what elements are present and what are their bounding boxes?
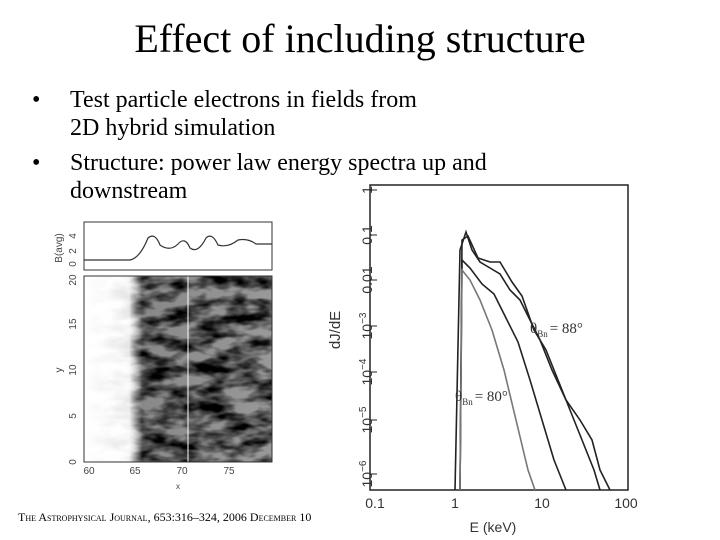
annotation-subscript: Bn: [537, 329, 548, 339]
tick-label: 5: [68, 413, 79, 419]
tick-label: 0: [68, 459, 79, 465]
tick-label: 75: [223, 466, 235, 477]
tick-label: 10: [534, 495, 550, 511]
tick-label: 100: [614, 495, 638, 511]
bullet-text: Test particle electrons in fields from 2D…: [70, 87, 417, 141]
tick-exponent: −5: [358, 406, 369, 418]
annotation-symbol: θ: [455, 389, 462, 405]
annotation-subscript: Bn: [462, 397, 473, 407]
tick-label: 0.01: [359, 266, 375, 293]
tick-label: 10−4: [358, 358, 375, 385]
tick-label: 0.1: [365, 495, 385, 511]
tick-label: 70: [176, 466, 188, 477]
spectrum-curve: [459, 258, 567, 491]
spectrum-curve: [454, 229, 611, 491]
tick-exponent: −6: [358, 460, 369, 472]
annotation: θBn = 88°: [530, 321, 583, 339]
axis-label: E (keV): [470, 519, 517, 535]
tick-exponent: −4: [358, 358, 369, 370]
tick-label: 65: [129, 466, 141, 477]
axis-label: x: [176, 482, 180, 491]
tick-base: 10: [359, 370, 375, 386]
bullet-text: Structure: power law energy spectra up a…: [70, 150, 487, 204]
tick-exponent: −3: [358, 312, 369, 324]
tick-label: 1: [451, 495, 459, 511]
bullet-mark: •: [32, 150, 40, 176]
spectrum-curve: [459, 234, 601, 491]
profile-curve: [84, 235, 272, 261]
tick-label: 20: [68, 274, 79, 286]
title: Effect of including structure: [134, 16, 585, 61]
tick-label: 2: [68, 248, 79, 254]
axis-label: y: [54, 368, 65, 373]
upstream-region: [84, 276, 272, 462]
bullet-mark: •: [32, 87, 40, 113]
tick-base: 10: [359, 418, 375, 434]
spectrum-curves: [454, 229, 611, 491]
tick-base: 10: [359, 472, 375, 488]
tick-label: 15: [68, 318, 79, 330]
tick-label: 1: [359, 186, 375, 194]
axis-label: dJ/dE: [327, 311, 344, 349]
tick-label: 10−6: [358, 460, 375, 487]
spectrum-curve: [459, 267, 536, 491]
tick-label: 4: [68, 233, 79, 239]
annotation-text: = 88°: [550, 321, 583, 337]
citation: The Astrophysical Journal, 653:316–324, …: [18, 510, 311, 524]
tick-label: 0: [68, 261, 79, 267]
left-figure: B(avg) 0 2 4 y 0 5 10 15 20 60 65 70 75 …: [54, 221, 273, 491]
tick-label: 10: [68, 364, 79, 376]
spectrum-frame: [369, 184, 629, 491]
tick-label: 60: [83, 466, 95, 477]
tick-label: 10−3: [358, 312, 375, 339]
annotation-text: = 80°: [475, 389, 508, 405]
annotation-symbol: θ: [530, 321, 537, 337]
tick-base: 10: [359, 324, 375, 340]
image-frame: [83, 275, 273, 463]
bullet-list: • Test particle electrons in fields from…: [32, 87, 487, 204]
tick-label: 10−5: [358, 406, 375, 433]
profile-frame: [83, 221, 273, 271]
tick-label: 0.1: [359, 225, 375, 245]
annotation: θBn = 80°: [455, 389, 508, 407]
axis-label: B(avg): [54, 233, 65, 262]
